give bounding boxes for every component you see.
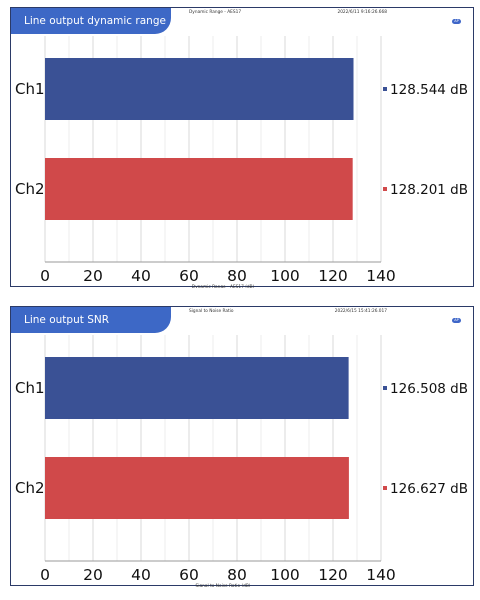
chart-title-tab: Line output SNR <box>11 307 171 333</box>
legend-marker <box>383 87 387 91</box>
ap-logo-icon: AP <box>452 19 461 24</box>
value-label: 126.508 dB <box>390 381 468 397</box>
x-axis-label: Signal to Noise Ratio (dB) <box>196 583 251 587</box>
bar-ch2 <box>45 158 353 220</box>
chart-title-tab: Line output dynamic range <box>11 8 171 34</box>
x-tick-label: 80 <box>227 566 247 584</box>
x-tick-label: 40 <box>131 267 151 285</box>
dynamic-range-chart: Ch1 128.544 dB Ch2 128.201 dB 0 20 40 60 80 100 12… <box>10 7 474 288</box>
x-tick-label: 20 <box>83 267 103 285</box>
snr-chart: Ch1 126.508 dB Ch2 126.627 dB 0 20 40 60 80 100 12… <box>10 306 474 587</box>
x-tick-label: 140 <box>366 267 396 285</box>
x-axis-label: Dynamic Range - AES17 (dB) <box>192 284 255 288</box>
value-label: 128.201 dB <box>390 182 468 198</box>
x-tick-label: 120 <box>318 267 348 285</box>
snr-plot: Ch1 126.508 dB Ch2 126.627 dB 0 20 40 60 80 100 12… <box>15 335 468 587</box>
category-label: Ch1 <box>15 80 45 98</box>
legend-marker <box>383 486 387 490</box>
x-tick-label: 60 <box>179 566 199 584</box>
bar-ch1 <box>45 58 354 120</box>
legend-marker <box>383 386 387 390</box>
legend-marker <box>383 187 387 191</box>
x-tick-label: 20 <box>83 566 103 584</box>
x-tick-label: 0 <box>40 566 50 584</box>
x-tick-label: 120 <box>318 566 348 584</box>
x-tick-label: 0 <box>40 267 50 285</box>
timestamp: 2022/6/11 9:16:26.668 <box>337 10 387 15</box>
category-label: Ch1 <box>15 379 45 397</box>
value-label: 128.544 dB <box>390 82 468 98</box>
x-tick-label: 40 <box>131 566 151 584</box>
measurement-caption: Signal to Noise Ratio <box>189 309 234 314</box>
category-label: Ch2 <box>15 180 45 198</box>
measurement-caption: Dynamic Range - AES17 <box>189 10 242 15</box>
ap-logo-icon: AP <box>452 318 461 323</box>
x-tick-label: 100 <box>270 566 300 584</box>
value-label: 126.627 dB <box>390 481 468 497</box>
dynamic-range-plot: Ch1 128.544 dB Ch2 128.201 dB 0 20 40 60 80 100 12… <box>15 36 468 288</box>
x-tick-label: 100 <box>270 267 300 285</box>
bar-ch2 <box>45 457 349 519</box>
x-tick-label: 80 <box>227 267 247 285</box>
category-label: Ch2 <box>15 479 45 497</box>
x-tick-label: 140 <box>366 566 396 584</box>
timestamp: 2022/6/15 15:41:26.017 <box>334 309 387 314</box>
x-tick-label: 60 <box>179 267 199 285</box>
bar-ch1 <box>45 357 349 419</box>
